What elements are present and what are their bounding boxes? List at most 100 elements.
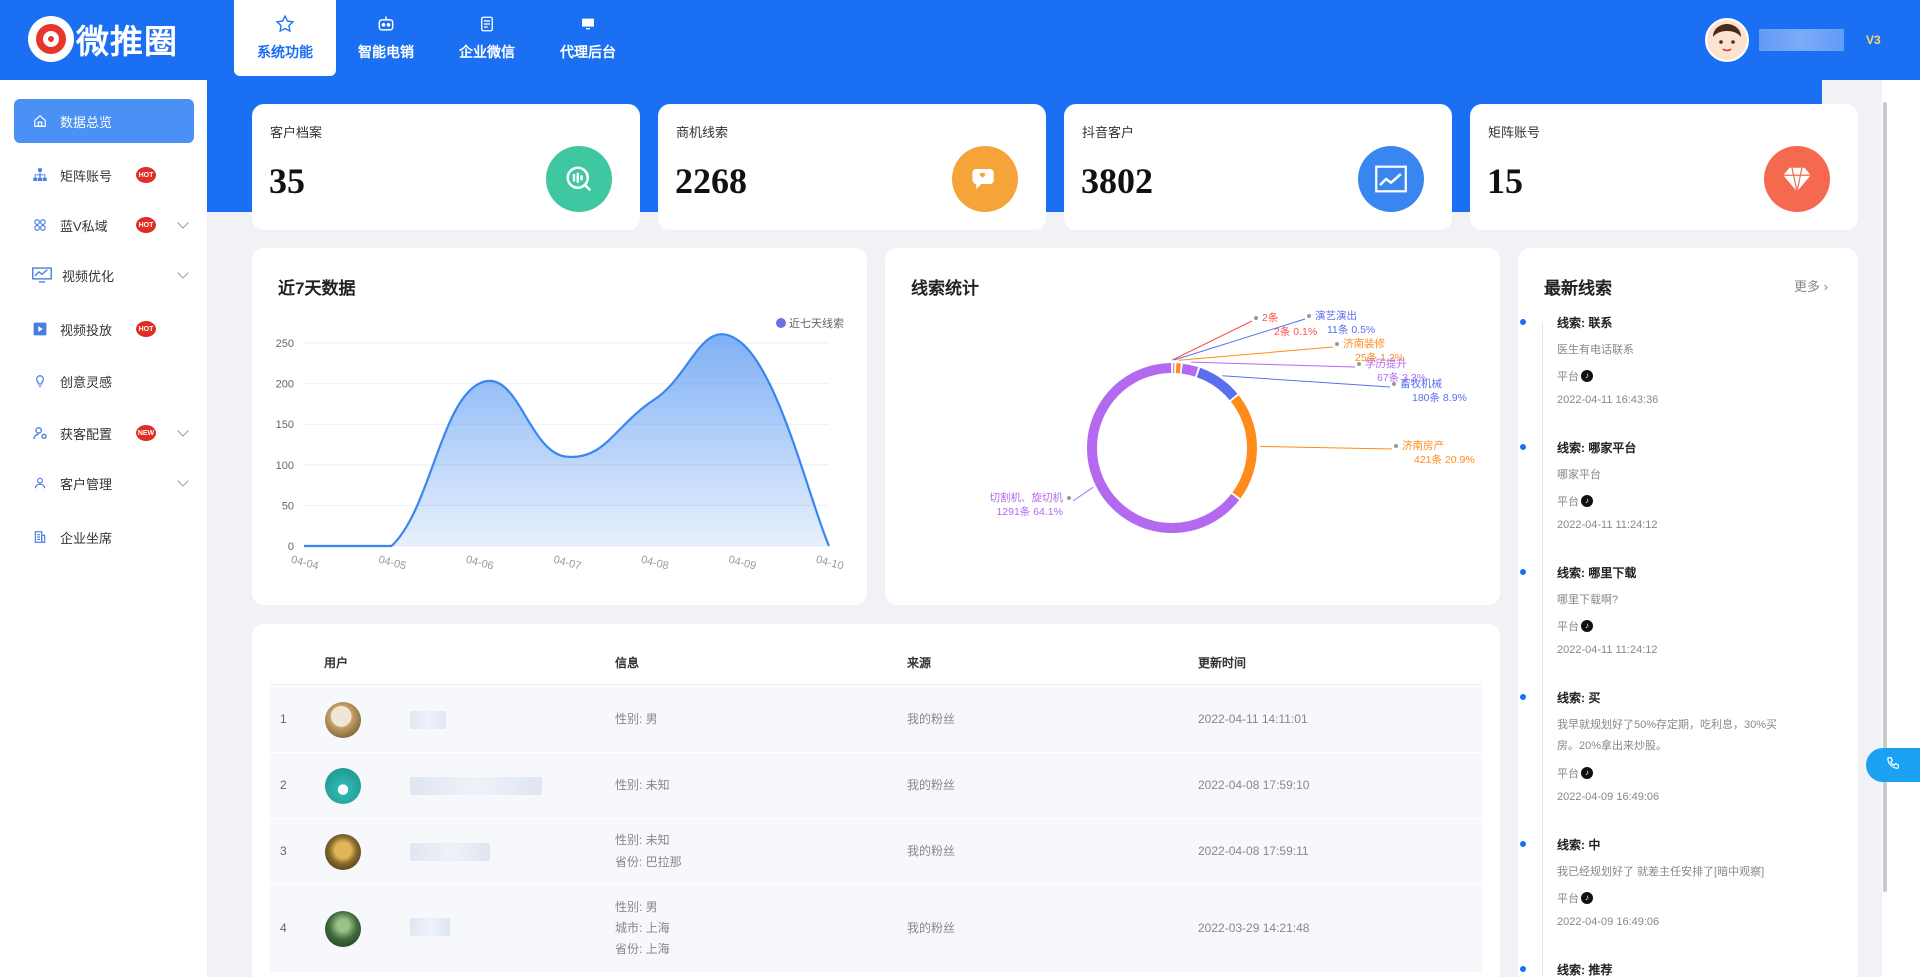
user-menu[interactable]: V3 — [1705, 18, 1881, 62]
y-tick-label: 100 — [276, 460, 294, 472]
org-chart-icon — [32, 167, 48, 183]
row-source: 我的粉丝 — [907, 921, 956, 935]
x-tick-label: 04-08 — [640, 554, 670, 573]
more-link[interactable]: 更多 › — [1794, 279, 1828, 294]
row-time: 2022-04-08 17:59:10 — [1198, 778, 1310, 792]
leader-line — [1222, 375, 1391, 388]
lead-time: 2022-04-11 11:24:12 — [1557, 644, 1658, 656]
y-tick-label: 150 — [276, 419, 294, 431]
table-row[interactable]: 4 性别: 男 城市: 上海 省份: 上海 我的粉丝 2022-03-29 14… — [270, 884, 1482, 972]
sidebar-item-seats[interactable]: 企业坐席 — [14, 515, 194, 559]
building-icon — [32, 529, 48, 545]
column-header-source: 来源 — [907, 656, 932, 670]
lead-platform: 平台 ♪ — [1557, 368, 1593, 384]
sidebar-item-label: 数据总览 — [60, 114, 113, 130]
lead-desc: 哪里下载啊? — [1557, 594, 1619, 606]
hot-badge: HOT — [136, 167, 156, 183]
card-title: 最新线索 — [1544, 279, 1612, 298]
slice-name: 切割机、旋切机 — [990, 491, 1064, 504]
donut-slice — [1230, 395, 1257, 499]
info-gender: 性别: 男 — [615, 900, 658, 914]
hot-badge: HOT — [136, 217, 156, 233]
app-logo[interactable]: 微推圈 — [28, 16, 178, 62]
leader-line — [1259, 445, 1393, 450]
sidebar-item-bluev[interactable]: 蓝V私域 HOT — [14, 203, 194, 247]
avatar[interactable] — [1705, 18, 1749, 62]
series-line — [303, 333, 831, 548]
chart-window-icon — [1358, 146, 1424, 212]
stat-card-matrix[interactable]: 矩阵账号 15 — [1470, 104, 1858, 230]
slice-name: 学历提升 — [1365, 357, 1407, 370]
tab-system[interactable]: 系统功能 — [234, 0, 336, 76]
play-icon — [32, 321, 48, 337]
stat-card-douyin[interactable]: 抖音客户 3802 — [1064, 104, 1452, 230]
timeline-dot — [1520, 694, 1526, 700]
line-chart: 0 50 100 150 200 250 04-04 04-05 04-06 04-07 04-08… — [276, 316, 845, 573]
x-tick-label: 04-09 — [727, 554, 757, 573]
sidebar-item-customers[interactable]: 客户管理 — [14, 461, 194, 505]
x-tick-label: 04-06 — [465, 554, 495, 573]
username-blurred — [410, 711, 446, 729]
sidebar-item-acquisition[interactable]: 获客配置 NEW — [14, 411, 194, 455]
sidebar-item-overview[interactable]: 数据总览 — [14, 99, 194, 143]
x-tick-label: 04-07 — [552, 554, 582, 573]
bulb-icon — [32, 373, 48, 389]
monitor-chart-icon — [32, 267, 52, 283]
sidebar-item-video-ads[interactable]: 视频投放 HOT — [14, 307, 194, 351]
slice-name: 济南房产 — [1402, 439, 1444, 452]
leader-line — [1172, 320, 1253, 361]
info-gender: 性别: 男 — [615, 712, 658, 726]
table-row[interactable]: 3 性别: 未知 省份: 巴拉那 我的粉丝 2022-04-08 17:59:1… — [270, 818, 1482, 884]
sidebar-item-matrix[interactable]: 矩阵账号 HOT — [14, 153, 194, 197]
tab-wecom[interactable]: 企业微信 — [436, 0, 538, 76]
area-fill — [304, 334, 829, 546]
lead-desc: 哪家平台 — [1557, 469, 1601, 481]
y-tick-label: 0 — [288, 541, 294, 553]
stat-value: 2268 — [675, 161, 747, 201]
y-tick-label: 250 — [276, 338, 294, 350]
info-gender: 性别: 未知 — [615, 833, 670, 847]
stat-card-leads[interactable]: 商机线索 2268 — [658, 104, 1046, 230]
table-row[interactable]: 1 性别: 男 我的粉丝 2022-04-11 14:11:01 — [270, 686, 1482, 752]
lead-stats-card: 线索统计 2条 2条 0.1% 演艺演出 11条 0.5% 济南装修 25条 1.2% 学历… — [885, 248, 1500, 605]
scrollbar[interactable] — [1882, 80, 1920, 977]
donut-slice — [1087, 363, 1240, 533]
column-header-user: 用户 — [324, 656, 349, 670]
sidebar-item-video-opt[interactable]: 视频优化 — [14, 253, 194, 297]
timeline-dot — [1520, 319, 1526, 325]
latest-leads-card: 最新线索 更多 › — [1518, 248, 1858, 977]
tiktok-icon: ♪ — [1581, 767, 1593, 779]
lead-title: 线索: 哪里下载 — [1557, 566, 1637, 580]
tab-label: 代理后台 — [560, 44, 616, 60]
table-row[interactable]: 2 性别: 未知 我的粉丝 2022-04-08 17:59:10 — [270, 752, 1482, 818]
lead-title: 线索: 买 — [1557, 691, 1601, 705]
stat-label: 矩阵账号 — [1488, 125, 1541, 140]
leader-line — [1072, 486, 1094, 502]
phone-float-button[interactable] — [1866, 748, 1920, 782]
lead-time: 2022-04-09 16:49:06 — [1557, 791, 1660, 803]
tab-agent[interactable]: 代理后台 — [537, 0, 639, 76]
chat-bubble-icon — [952, 146, 1018, 212]
home-icon — [32, 113, 48, 129]
column-header-updated: 更新时间 — [1198, 656, 1247, 670]
x-tick-label: 04-05 — [377, 554, 407, 573]
donut-slice — [1181, 363, 1199, 377]
stat-value: 35 — [269, 161, 305, 201]
leader-line — [1191, 361, 1356, 368]
sidebar-item-label: 视频优化 — [62, 268, 115, 284]
timeline-dot — [1520, 966, 1526, 972]
leader-line — [1178, 346, 1334, 361]
lead-platform: 平台 ♪ — [1557, 618, 1593, 634]
row-source: 我的粉丝 — [907, 844, 956, 858]
lead-platform: 平台 ♪ — [1557, 765, 1593, 781]
sidebar-item-inspiration[interactable]: 创意灵感 — [14, 359, 194, 403]
sidebar-item-label: 创意灵感 — [60, 374, 113, 390]
sidebar-item-label: 获客配置 — [60, 426, 113, 442]
sidebar-item-label: 企业坐席 — [60, 530, 113, 546]
stat-card-customer-files[interactable]: 客户档案 35 — [252, 104, 640, 230]
tab-smart-sales[interactable]: 智能电销 — [335, 0, 437, 76]
scrollbar-thumb[interactable] — [1883, 102, 1887, 892]
tiktok-icon: ♪ — [1581, 370, 1593, 382]
stat-label: 商机线索 — [676, 125, 729, 140]
